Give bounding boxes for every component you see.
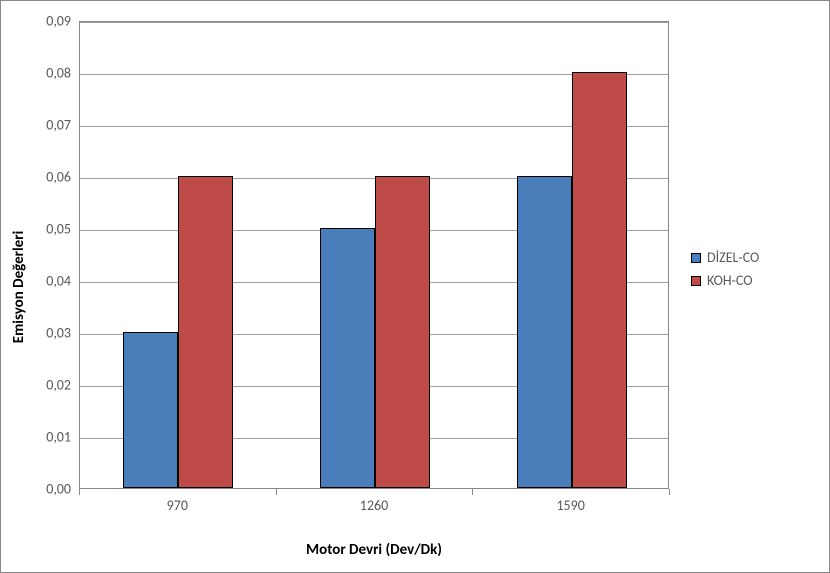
xtick-label: 970 [167,497,188,514]
ytick-label: 0,08 [46,65,71,82]
legend-swatch [691,276,701,286]
tick-mark [276,489,277,495]
legend-item: KOH-CO [691,272,759,289]
legend-label: KOH-CO [707,272,753,289]
y-axis-title: Emisyon Değerleri [10,230,28,343]
tick-mark [669,489,670,495]
bar [517,176,572,488]
legend-swatch [691,253,701,263]
ytick-label: 0,07 [46,117,71,134]
ytick-label: 0,05 [46,221,71,238]
xtick-label: 1590 [556,497,584,514]
ytick-label: 0,09 [46,13,71,30]
tick-mark [79,489,80,495]
plot-area [79,21,669,489]
ytick-label: 0,04 [46,273,71,290]
ytick-label: 0,00 [46,481,71,498]
plot-container: 0,000,010,020,030,040,050,060,070,080,09… [79,21,669,489]
x-axis-title: Motor Devri (Dev/Dk) [79,541,669,559]
legend: DİZEL-CO KOH-CO [691,249,759,295]
legend-item: DİZEL-CO [691,249,759,266]
gridline [80,22,668,23]
ytick-label: 0,06 [46,169,71,186]
bar [572,72,627,488]
ytick-label: 0,03 [46,325,71,342]
ytick-label: 0,02 [46,377,71,394]
xtick-label: 1260 [360,497,388,514]
tick-mark [472,489,473,495]
bar [178,176,233,488]
legend-label: DİZEL-CO [707,249,759,266]
bar [320,228,375,488]
bar [375,176,430,488]
chart-frame: Emisyon Değerleri 0,000,010,020,030,040,… [0,0,830,573]
ytick-label: 0,01 [46,429,71,446]
bar [123,332,178,488]
